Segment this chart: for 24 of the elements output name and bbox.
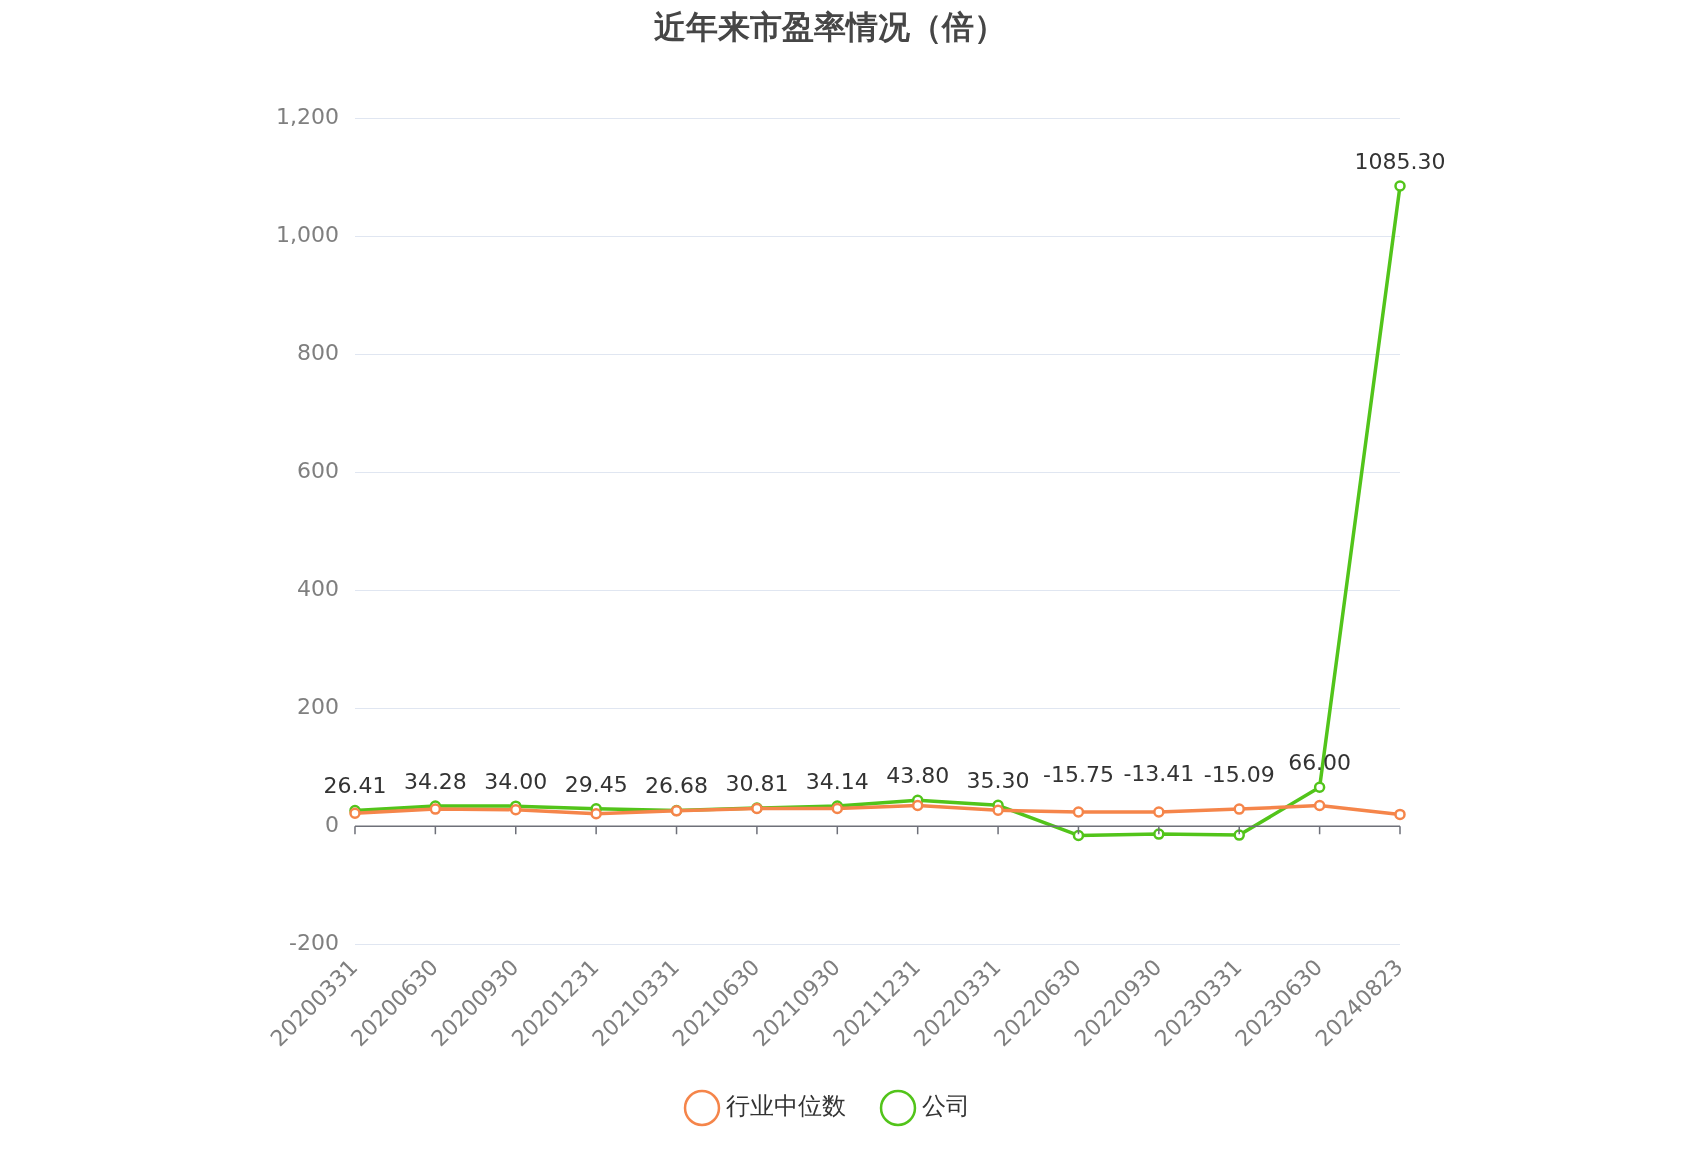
data-label: -15.75 xyxy=(1042,762,1114,788)
legend-label: 行业中位数 xyxy=(726,1092,846,1121)
data-label: 34.14 xyxy=(805,768,869,794)
data-label: 34.28 xyxy=(403,768,467,794)
legend-label: 公司 xyxy=(922,1092,970,1121)
data-label: 30.81 xyxy=(725,770,789,796)
y-tick-label: 600 xyxy=(296,458,339,484)
y-tick-label: 800 xyxy=(296,340,339,366)
data-label: -13.41 xyxy=(1123,760,1195,786)
data-label: -15.09 xyxy=(1203,761,1275,787)
data-label: 1085.30 xyxy=(1354,148,1446,174)
y-tick-label: -200 xyxy=(289,929,339,955)
y-tick-label: 0 xyxy=(324,811,339,837)
data-label: 34.00 xyxy=(484,768,548,794)
data-label: 35.30 xyxy=(966,768,1030,794)
y-tick-label: 1,200 xyxy=(276,104,339,130)
data-label: 26.41 xyxy=(323,773,387,799)
data-label: 43.80 xyxy=(886,763,950,789)
y-tick-label: 400 xyxy=(296,575,339,601)
y-tick-label: 200 xyxy=(296,693,339,719)
data-label: 26.68 xyxy=(645,773,709,799)
data-label: 29.45 xyxy=(564,771,628,797)
y-tick-label: 1,000 xyxy=(276,222,339,248)
chart-title: 近年来市盈率情况（倍） xyxy=(654,7,1006,46)
